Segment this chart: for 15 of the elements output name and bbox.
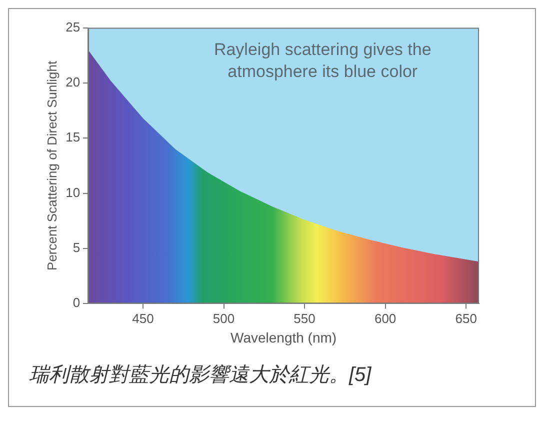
- x-tick-label: 600: [374, 310, 396, 326]
- y-tick-label: 5: [72, 240, 80, 256]
- annotation: Rayleigh scattering gives the atmosphere its blue color: [214, 40, 432, 81]
- x-tick-label: 650: [455, 310, 477, 326]
- x-axis-title: Wavelength (nm): [230, 329, 337, 346]
- y-axis-title: Percent Scattering of Direct Sunlight: [44, 60, 60, 270]
- x-tick-label: 500: [212, 310, 235, 326]
- y-tick-label: 20: [66, 74, 80, 90]
- text: 瑞利散射對藍光的影響遠大於紅光。[5]: [28, 363, 372, 388]
- y-tick-label: 25: [66, 19, 80, 34]
- y-tick-label: 10: [66, 184, 80, 200]
- x-tick-label: 550: [294, 310, 316, 326]
- x-tick-label: 450: [132, 310, 154, 326]
- y-tick-label: 15: [66, 130, 80, 145]
- y-tick-label: 0: [72, 295, 80, 310]
